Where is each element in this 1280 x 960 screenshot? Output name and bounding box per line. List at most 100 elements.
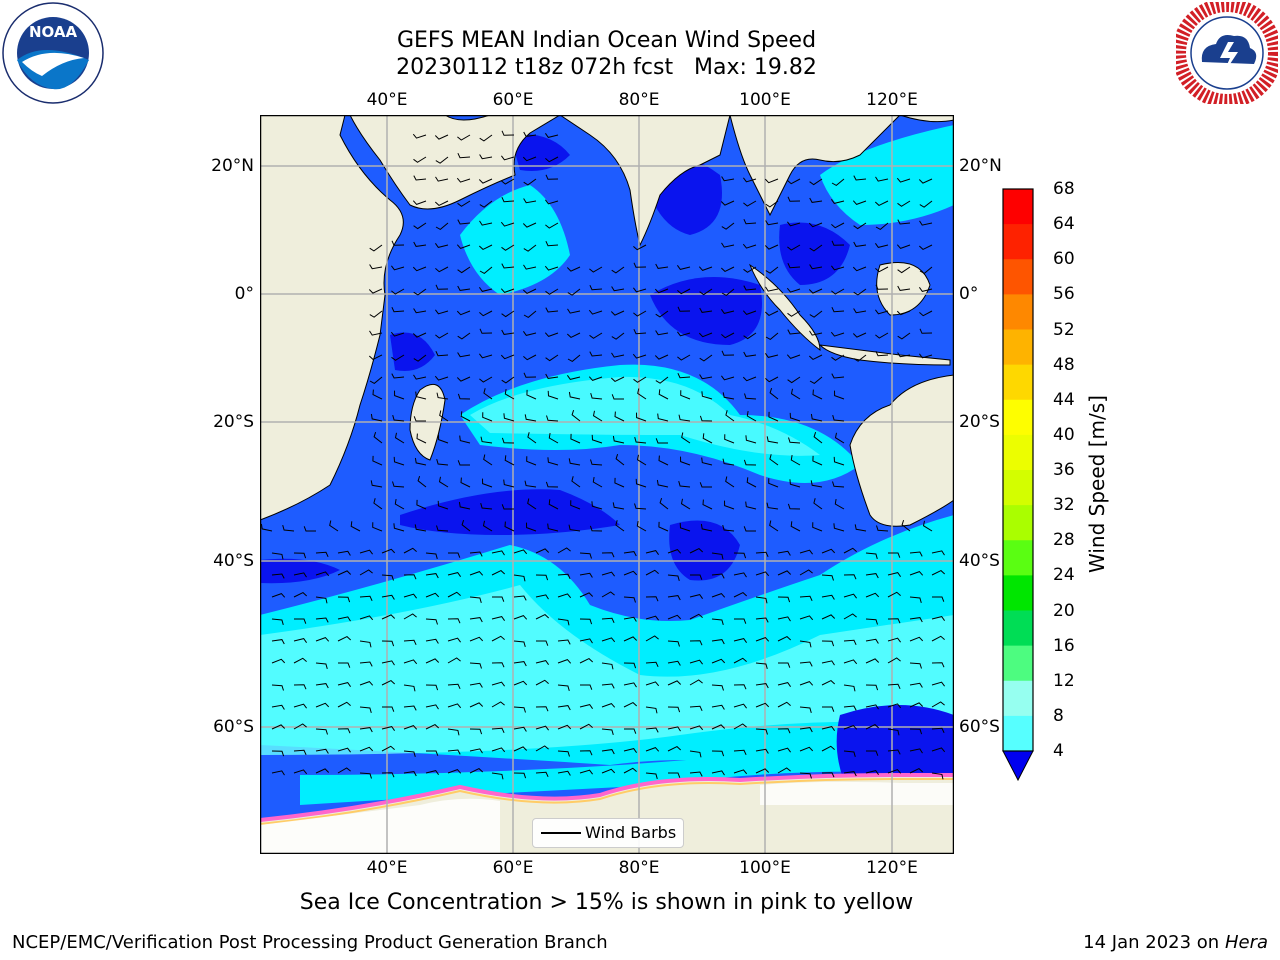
wind-barb xyxy=(469,636,484,642)
wind-barb xyxy=(701,457,713,466)
wind-barb xyxy=(381,772,395,778)
wind-barb xyxy=(501,244,515,251)
wind-barb xyxy=(611,352,625,358)
wind-barb xyxy=(579,592,594,598)
wind-barb xyxy=(931,681,945,687)
wind-barb xyxy=(293,572,307,578)
wind-barb xyxy=(590,392,603,400)
wind-barb xyxy=(501,329,515,335)
wind-barb xyxy=(589,351,603,357)
wind-barb xyxy=(667,640,680,647)
x-tick-bottom-2: 60°E xyxy=(492,858,534,878)
wind-barb xyxy=(909,662,922,669)
wind-barb xyxy=(392,414,405,422)
wind-barb xyxy=(524,480,537,488)
wind-barb xyxy=(527,498,537,510)
wind-barb xyxy=(337,570,352,576)
wind-barb xyxy=(469,702,484,708)
calm-zone-8 xyxy=(390,332,435,371)
wind-barb xyxy=(755,728,768,735)
wind-barb xyxy=(381,614,396,620)
wind-barb xyxy=(483,454,493,466)
wind-barb xyxy=(744,393,757,400)
wind-barb xyxy=(680,390,691,400)
wind-barb xyxy=(699,288,713,296)
colorbar-under-arrow xyxy=(1002,750,1034,782)
wind-barb xyxy=(479,154,493,160)
wind-barb xyxy=(548,433,559,444)
y-tick-left-3: 20°S xyxy=(213,412,254,432)
wind-barb xyxy=(392,481,405,488)
wind-barb xyxy=(677,288,691,295)
wind-barb xyxy=(897,332,911,340)
wind-barb xyxy=(711,639,725,645)
colorbar-segment xyxy=(1003,259,1033,295)
wind-barb xyxy=(271,770,285,776)
wind-barb xyxy=(678,480,691,488)
wind-barb xyxy=(337,550,351,556)
colorbar-tick: 12 xyxy=(1053,670,1075,691)
wind-barb xyxy=(523,131,537,137)
wind-barb xyxy=(612,435,625,444)
calm-zone-1 xyxy=(400,489,620,535)
wind-barb xyxy=(843,750,856,758)
wind-barb xyxy=(271,618,284,626)
wind-barb xyxy=(755,551,769,558)
wind-barb xyxy=(500,288,515,293)
wind-barb xyxy=(535,614,550,620)
wind-barb xyxy=(545,307,559,313)
wind-barb xyxy=(831,240,845,246)
wind-barb xyxy=(545,240,559,247)
wind-barb xyxy=(545,373,559,379)
wind-barb xyxy=(545,174,559,180)
wind-barb xyxy=(787,262,801,269)
wind-barb xyxy=(711,593,726,598)
wind-barb xyxy=(830,331,845,337)
wind-barb xyxy=(766,436,779,444)
wind-barb xyxy=(579,552,592,559)
sea-ice-note: Sea Ice Concentration > 15% is shown in … xyxy=(299,890,914,915)
wind-barb xyxy=(875,309,889,315)
wind-barb xyxy=(624,728,637,734)
wind-barb xyxy=(370,480,383,488)
wind-barb xyxy=(777,728,791,734)
wind-barb xyxy=(513,549,528,555)
wind-barb xyxy=(887,728,900,736)
wind-barb xyxy=(547,523,559,532)
wind-barb xyxy=(381,680,396,686)
wind-barb xyxy=(865,770,880,775)
footer-date: 14 Jan 2023 on Hera xyxy=(1083,932,1268,954)
wind-barb xyxy=(478,287,493,292)
wind-barb xyxy=(919,266,933,275)
wind-barb xyxy=(813,498,823,510)
wind-barb xyxy=(546,415,559,422)
wind-barb xyxy=(439,410,449,422)
wind-barb xyxy=(567,308,581,314)
wind-barb xyxy=(457,152,471,159)
wind-barb xyxy=(809,244,823,252)
wind-barb xyxy=(601,728,614,736)
wind-barb xyxy=(501,178,515,185)
wind-barb xyxy=(809,178,823,186)
wind-barb xyxy=(681,432,691,444)
wind-barb xyxy=(853,308,867,314)
wind-barb xyxy=(381,548,396,554)
wind-barb xyxy=(413,175,427,181)
footer-date-text: 14 Jan 2023 on xyxy=(1083,932,1225,953)
wind-barb xyxy=(645,596,659,602)
wind-barb xyxy=(865,573,879,579)
wind-barb xyxy=(491,701,505,708)
wind-barb xyxy=(632,353,647,359)
wind-barb xyxy=(635,478,647,488)
wind-barb xyxy=(865,684,879,691)
wind-barb xyxy=(887,618,901,624)
wind-barb xyxy=(689,725,704,731)
wind-barb xyxy=(733,592,748,598)
wind-barb xyxy=(359,681,374,686)
wind-barb xyxy=(372,522,383,532)
wind-barb xyxy=(579,723,593,730)
wind-barb xyxy=(557,724,572,730)
wind-barb xyxy=(634,503,647,510)
wind-barb xyxy=(501,437,515,444)
y-tick-right-5: 60°S xyxy=(959,717,1000,737)
